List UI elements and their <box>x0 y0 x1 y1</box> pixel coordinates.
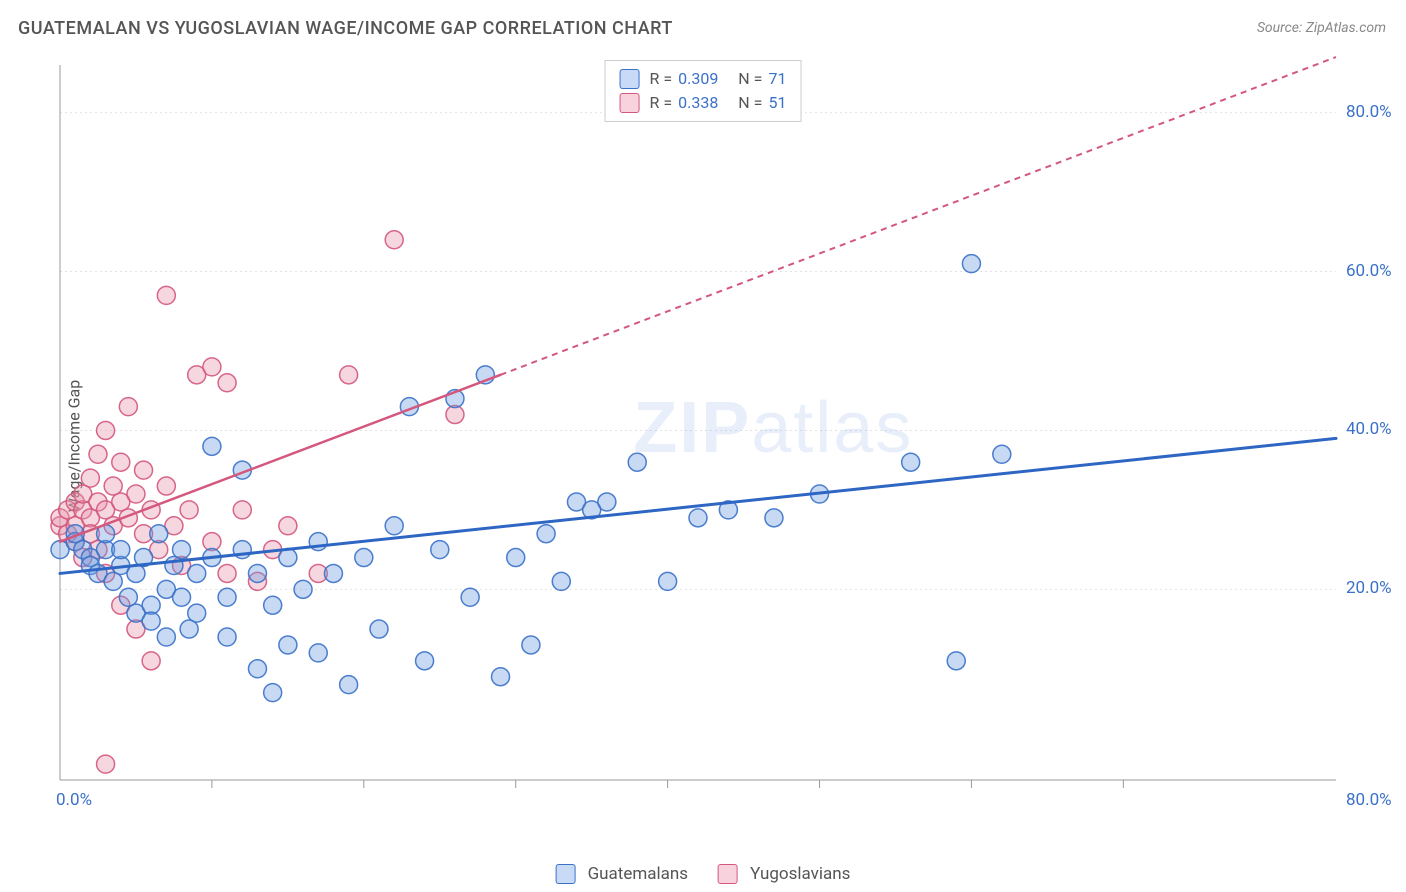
legend-stats-row: R = 0.309 N = 71 <box>620 67 787 91</box>
scatter-plot-svg <box>50 55 1386 825</box>
legend-series-item: Guatemalans <box>556 864 688 884</box>
legend-series: Guatemalans Yugoslavians <box>556 864 851 884</box>
legend-r-label: R = <box>650 91 673 115</box>
legend-series-item: Yugoslavians <box>718 864 850 884</box>
legend-series-label: Yugoslavians <box>750 864 850 884</box>
legend-stats-row: R = 0.338 N = 51 <box>620 91 787 115</box>
axis-tick-label: 40.0% <box>1346 419 1392 439</box>
axis-tick-label: 60.0% <box>1346 261 1392 281</box>
legend-r-value: 0.338 <box>678 91 718 115</box>
legend-n-value: 71 <box>768 67 786 91</box>
legend-swatch-blue <box>556 864 576 884</box>
legend-stats: R = 0.309 N = 71 R = 0.338 N = 51 <box>605 60 802 122</box>
axis-tick-label: 80.0% <box>1346 102 1392 122</box>
legend-n-label: N = <box>738 67 762 91</box>
axis-tick-label: 20.0% <box>1346 578 1392 598</box>
chart-container: GUATEMALAN VS YUGOSLAVIAN WAGE/INCOME GA… <box>0 0 1406 892</box>
legend-n-value: 51 <box>768 91 786 115</box>
legend-n-label: N = <box>738 91 762 115</box>
plot-area <box>50 55 1386 825</box>
legend-swatch-blue <box>620 69 640 89</box>
legend-r-value: 0.309 <box>678 67 718 91</box>
legend-series-label: Guatemalans <box>588 864 688 884</box>
chart-title: GUATEMALAN VS YUGOSLAVIAN WAGE/INCOME GA… <box>18 18 673 39</box>
axis-tick-label: 0.0% <box>56 790 92 810</box>
legend-swatch-pink <box>620 93 640 113</box>
legend-r-label: R = <box>650 67 673 91</box>
legend-swatch-pink <box>718 864 738 884</box>
chart-source: Source: ZipAtlas.com <box>1257 20 1386 36</box>
axis-tick-label: 80.0% <box>1346 790 1392 810</box>
